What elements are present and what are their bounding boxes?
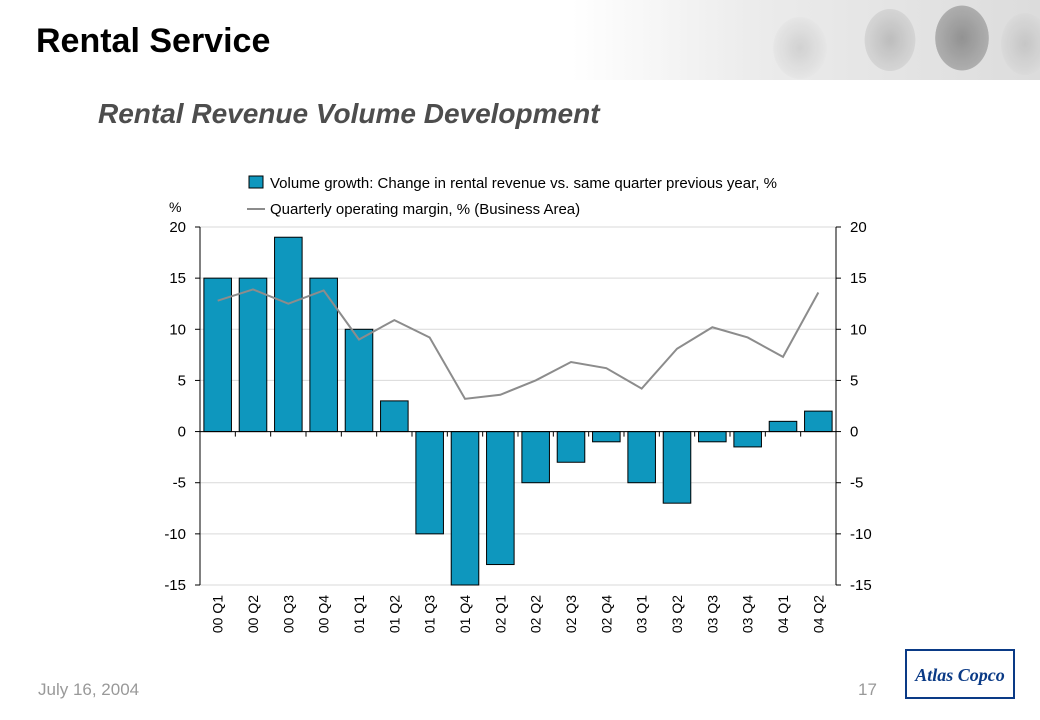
x-tick-label: 00 Q4	[316, 595, 332, 633]
x-tick-label: 02 Q3	[563, 595, 579, 633]
x-tick-label: 03 Q3	[704, 595, 720, 633]
x-tick-label: 02 Q4	[598, 595, 614, 633]
y-tick-label-right: 5	[850, 372, 858, 389]
y-tick-label-right: -5	[850, 475, 863, 492]
x-tick-label: 02 Q2	[528, 595, 544, 633]
y-tick-label-left: 5	[178, 372, 186, 389]
x-tick-label: 03 Q4	[740, 595, 756, 633]
x-tick-label: 01 Q4	[457, 595, 473, 633]
atlas-copco-logo: Atlas Copco	[904, 648, 1016, 700]
bar	[380, 400, 409, 433]
bar	[450, 431, 480, 586]
bar	[804, 410, 833, 433]
y-tick-label-right: 0	[850, 424, 858, 441]
x-tick-label: 01 Q3	[422, 595, 438, 633]
bar	[486, 431, 515, 566]
y-tick-label-left: -10	[164, 526, 186, 543]
bar	[521, 431, 550, 484]
bar	[238, 277, 268, 433]
bar	[733, 431, 762, 448]
legend-swatch-bar	[248, 175, 264, 189]
y-tick-label-left: 10	[169, 321, 186, 338]
x-tick-label: 04 Q1	[775, 595, 791, 633]
bar	[592, 431, 621, 443]
y-tick-label-right: 10	[850, 321, 867, 338]
page-number: 17	[858, 680, 877, 699]
y-axis-label: %	[169, 199, 181, 215]
margin-line	[217, 288, 820, 400]
y-tick-label-right: 20	[850, 219, 867, 236]
axis-layer: 20 20 15 15 10 10 5 5 0 0 -5 -5 -10 -10 -15 -15% 00 Q1 00…	[164, 199, 871, 633]
bar	[203, 277, 232, 433]
y-tick-label-right: -15	[850, 577, 872, 594]
y-tick-label-left: -5	[173, 475, 186, 492]
x-tick-label: 04 Q2	[810, 595, 826, 633]
y-tick-label-right: 15	[850, 270, 867, 287]
bar	[662, 431, 692, 504]
bar	[309, 277, 338, 433]
page-title: Rental Service	[36, 22, 271, 60]
chart-subtitle: Rental Revenue Volume Development	[98, 98, 600, 129]
chart-legend: Volume growth: Change in rental revenue …	[247, 175, 777, 218]
bar	[274, 236, 303, 433]
bar	[344, 328, 374, 433]
x-tick-label: 02 Q1	[492, 595, 508, 633]
bar-layer	[203, 236, 833, 586]
y-tick-label-right: -10	[850, 526, 872, 543]
y-tick-label-left: 20	[169, 219, 186, 236]
x-tick-label: 00 Q1	[210, 595, 226, 633]
x-tick-label: 03 Q1	[634, 595, 650, 633]
bar	[768, 420, 798, 433]
y-tick-label-left: 15	[169, 270, 186, 287]
legend-label-bar: Volume growth: Change in rental revenue …	[270, 175, 777, 192]
bar	[556, 431, 586, 463]
y-tick-label-left: -15	[164, 577, 186, 594]
header-photo	[740, 0, 1040, 80]
bar	[415, 431, 444, 535]
legend-label-line: Quarterly operating margin, % (Business …	[270, 201, 580, 218]
y-tick-label-left: 0	[178, 424, 186, 441]
x-tick-label: 01 Q2	[386, 595, 402, 633]
bar	[698, 431, 727, 443]
bar	[627, 431, 656, 484]
rental-revenue-chart: 20 20 15 15 10 10 5 5 0 0 -5 -5 -10 -10 -15 -15% 00 Q1 00…	[164, 175, 871, 633]
svg-text:Atlas Copco: Atlas Copco	[914, 665, 1005, 685]
line-layer	[217, 288, 820, 400]
footer-date: July 16, 2004	[38, 680, 140, 699]
x-tick-label: 00 Q2	[245, 595, 261, 633]
x-tick-label: 03 Q2	[669, 595, 685, 633]
x-tick-label: 01 Q1	[351, 595, 367, 633]
x-tick-label: 00 Q3	[280, 595, 296, 633]
